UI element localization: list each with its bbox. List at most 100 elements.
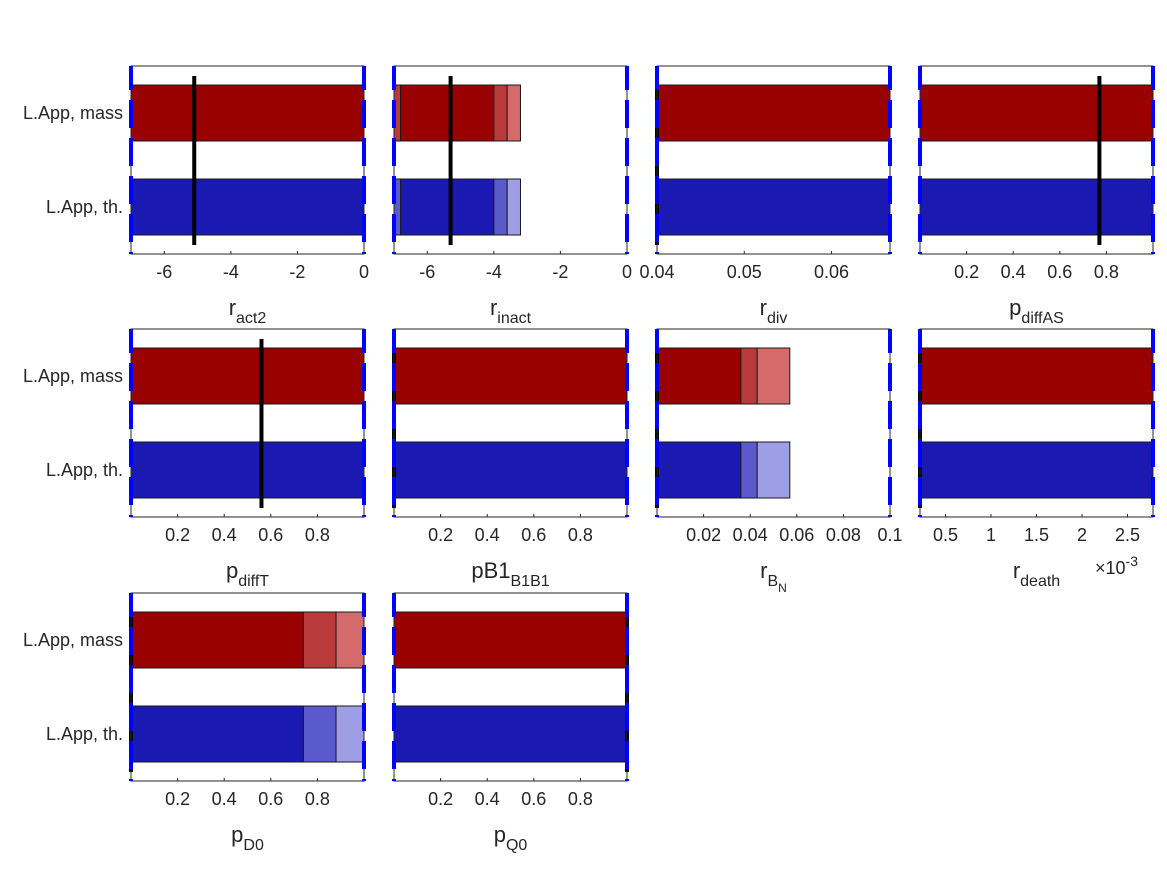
bar-segment [919,84,1154,142]
bar-segment [656,441,742,499]
x-axis-label-sub: death [1020,573,1060,590]
y-row-label: L.App, mass [23,630,123,650]
x-axis-label-main: pB1 [471,558,510,583]
bar-segment [740,441,758,499]
bar-segment [493,178,508,236]
bar-segment [740,347,758,405]
bar-segment [506,178,521,236]
bar-segment [393,705,628,763]
x-tick-label: 0.4 [212,525,237,545]
subplot-3: 0.04 0.05 0.06 rdiv [639,65,892,327]
x-exponent-label: ×10-3 [1095,553,1138,578]
bar-segment [302,611,337,669]
y-row-label: L.App, mass [23,366,123,386]
subplot-7: 0.02 0.04 0.06 0.08 0.1 rBN [655,328,903,595]
x-tick-label: -2 [552,262,568,282]
x-axis-label: rBN [760,558,787,595]
x-axis-label: rdiv [760,295,788,327]
subplot-9: 0.2 0.4 0.6 0.8 pD0 L.App, mass L.App, th. [23,592,366,854]
x-axis-label-main: r [490,295,497,320]
x-tick-label: 0.6 [521,525,546,545]
x-tick-label: 0.4 [475,525,500,545]
x-tick-label: 0.2 [165,525,190,545]
x-tick-label: 0.06 [814,262,849,282]
x-axis-label-main: p [1009,295,1021,320]
x-tick-label: 0.8 [1094,262,1119,282]
x-axis-label: pD0 [231,822,264,854]
bar-segment [393,611,628,669]
x-tick-label: 0.04 [733,525,768,545]
x-tick-label: 0.8 [305,789,330,809]
x-tick-label: 2.5 [1115,525,1140,545]
x-tick-label: 0 [622,262,632,282]
x-axis-label-sub: B1B1 [511,573,550,590]
bar-segment [756,441,791,499]
x-tick-label: 0.6 [258,525,283,545]
x-tick-label: 0.8 [568,789,593,809]
bar-segment [400,178,495,236]
x-tick-label: 0.6 [258,789,283,809]
y-row-label: L.App, th. [46,197,123,217]
bar-segment [130,178,365,236]
x-tick-label: 2 [1077,525,1087,545]
bar-segment [493,84,508,142]
x-axis-label-main: r [760,558,767,583]
bar-segment [393,441,628,499]
x-tick-label: 0.6 [1047,262,1072,282]
x-axis-label-sub: div [767,310,787,327]
x-tick-label: 1.5 [1024,525,1049,545]
y-row-label: L.App, th. [46,460,123,480]
x-exponent-base: ×10 [1095,558,1126,578]
x-tick-label: -4 [223,262,239,282]
x-axis-label: rinact [490,295,532,327]
x-axis-label-main: p [226,558,238,583]
x-axis-label-sub: act2 [236,310,266,327]
x-tick-label: 0.4 [1001,262,1026,282]
subplot-1: -6 -4 -2 0 ract2 L.App, mass L.App, th. [23,65,369,327]
x-tick-label: 0.8 [568,525,593,545]
x-tick-label: 0.06 [779,525,814,545]
x-axis-label-subsub: N [778,581,787,595]
x-tick-label: 0.6 [521,789,546,809]
x-tick-label: 0.04 [639,262,674,282]
x-tick-label: -6 [419,262,435,282]
x-tick-label: 0.08 [826,525,861,545]
x-axis-label-sub: D0 [243,837,264,854]
subplot-2: -6 -4 -2 0 rinact [392,65,632,327]
bar-segment [130,84,365,142]
subplot-5: 0.2 0.4 0.6 0.8 pdiffT L.App, mass L.App, th. [23,328,366,590]
bar-segment [919,441,1154,499]
bar-segment [130,705,304,763]
subplot-8: 0.5 1 1.5 2 2.5 rdeath ×10-3 [918,328,1155,590]
x-axis-label-sub: B [767,573,778,590]
x-axis-label-sub: inact [497,310,531,327]
x-axis-label-sub: diffT [238,573,269,590]
x-axis-label-main: p [231,822,243,847]
x-axis-label: rdeath [1013,558,1060,590]
bar-segment [393,347,628,405]
bar-segment [400,84,495,142]
subplot-4: 0.2 0.4 0.6 0.8 pdiffAS [918,65,1155,327]
x-tick-label: 0.02 [686,525,721,545]
x-axis-label-main: r [1013,558,1020,583]
x-axis-label: pQ0 [494,822,528,854]
y-row-label: L.App, mass [23,103,123,123]
x-tick-label: 0.2 [428,789,453,809]
x-tick-label: 0.2 [165,789,190,809]
bar-segment [335,611,365,669]
x-axis-label: ract2 [229,295,267,327]
x-tick-label: -2 [289,262,305,282]
subplot-10: 0.2 0.4 0.6 0.8 pQ0 [392,592,629,854]
bar-segment [919,178,1154,236]
x-tick-label: 0.8 [305,525,330,545]
subplot-6: 0.2 0.4 0.6 0.8 pB1B1B1 [392,328,629,590]
bar-segment [656,178,891,236]
x-axis-label-sub: Q0 [506,837,527,854]
x-tick-label: 0.4 [475,789,500,809]
x-tick-label: 0.2 [954,262,979,282]
x-tick-label: -4 [486,262,502,282]
bar-segment [656,84,891,142]
bar-segment [130,611,304,669]
x-tick-label: 0.1 [877,525,902,545]
